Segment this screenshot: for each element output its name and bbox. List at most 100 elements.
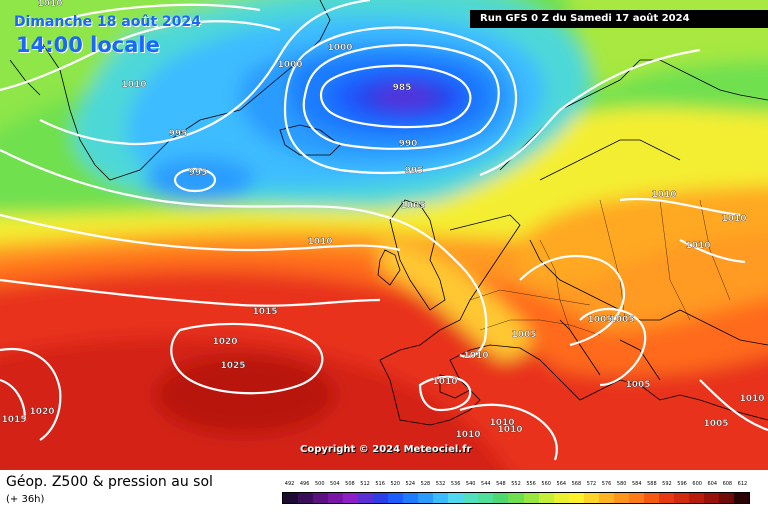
legend-value: 512 [360,481,370,487]
legend-swatch [733,493,749,503]
legend-swatch [448,493,464,503]
isobar-label: 1010 [721,214,746,224]
legend-value: 544 [481,481,491,487]
legend-value: 504 [330,481,340,487]
legend-swatch [688,493,704,503]
geopotential-field [0,0,768,470]
legend-swatch [523,493,539,503]
color-legend [282,492,750,504]
legend-value: 540 [465,481,476,487]
isobar-label: 990 [399,139,418,149]
isobar-label: 1010 [432,377,457,387]
isobar-label: 1020 [29,407,54,417]
isobar-label: 1005 [400,201,425,211]
legend-swatch [358,493,374,503]
legend-value: 604 [707,481,718,487]
isobar-label: 1010 [307,237,332,247]
legend-value: 596 [677,481,687,487]
legend-value: 612 [737,481,748,487]
legend-value: 600 [692,481,702,487]
legend-value: 524 [405,481,416,487]
legend-swatch [613,493,629,503]
isobar-label: 1015 [1,415,26,425]
legend-swatch [463,493,479,503]
isobar-label: 1025 [220,361,245,371]
isobar-label: 1005 [625,380,650,390]
legend-swatch [538,493,554,503]
legend-value: 492 [284,481,295,487]
legend-value: 564 [556,481,567,487]
isobar-label: 1010 [651,190,676,200]
isobar-label: 1005 [609,315,634,325]
legend-value: 556 [526,481,536,487]
legend-swatch [508,493,524,503]
legend-swatch [313,493,329,503]
legend-value: 520 [390,481,400,487]
isobar-label: 1010 [739,394,764,404]
legend-value: 588 [647,481,657,487]
forecast-offset: (+ 36h) [6,494,45,505]
legend-value: 496 [299,481,310,487]
isobar-label: 1005 [703,419,728,429]
legend-value: 532 [435,481,446,487]
legend-swatch [418,493,434,503]
legend-swatch [598,493,614,503]
isobars [0,0,768,460]
footer: Géop. Z500 & pression au sol (+ 36h) 492… [0,470,768,512]
legend-swatch [718,493,734,503]
isobar-label: 1010 [685,241,710,251]
weather-map: 1010 1000 1000 985 990 995 995 995 1010 … [0,0,768,470]
legend-value: 592 [662,481,672,487]
legend-swatch [403,493,419,503]
map-title: Géop. Z500 & pression au sol [6,474,213,490]
isobar-label: 1010 [121,80,146,90]
map-canvas: 1010 1000 1000 985 990 995 995 995 1010 … [0,0,768,470]
forecast-time: 14:00 locale [16,33,160,57]
legend-labels: 492 496 500 504 508 512 516 520 524 528 532 536 540 5… [282,481,750,491]
legend-value: 516 [375,481,385,487]
isobar-label: 995 [405,166,424,176]
legend-value: 528 [420,481,431,487]
isobar-label: 1000 [277,60,302,70]
copyright: Copyright © 2024 Meteociel.fr [300,444,472,455]
legend-value: 552 [511,481,521,487]
legend-value: 500 [314,481,325,487]
legend-swatch [388,493,404,503]
isobar-label: 1010 [37,0,62,9]
isobar-label: 1010 [497,425,522,435]
borders [469,199,731,336]
legend-value: 508 [345,481,355,487]
legend-swatch [373,493,389,503]
legend-swatch [703,493,719,503]
isobar-label: 995 [169,129,188,139]
legend-value: 572 [586,481,597,487]
isobar-labels: 1010 1000 1000 985 990 995 995 995 1010 … [1,0,764,440]
legend-swatch [553,493,569,503]
legend-swatch [658,493,674,503]
legend-value: 580 [616,481,627,487]
legend-value: 608 [722,481,733,487]
isobar-label: 1010 [489,418,514,428]
legend-swatch [433,493,449,503]
legend-swatch [283,493,299,503]
legend-swatch [673,493,689,503]
legend-swatch [298,493,314,503]
legend-value: 536 [450,481,461,487]
isobar-label: 1020 [212,337,237,347]
legend-value: 576 [601,481,612,487]
legend-value: 548 [496,481,506,487]
legend-swatch [568,493,584,503]
legend-swatch [343,493,359,503]
legend-value: 560 [541,481,551,487]
model-run-label: Run GFS 0 Z du Samedi 17 août 2024 [470,10,768,28]
legend-swatch [583,493,599,503]
legend-swatch [643,493,659,503]
isobar-label: 1005 [587,315,612,325]
isobar-label: 1010 [455,430,480,440]
legend-swatch [628,493,644,503]
isobar-label: 1000 [327,43,352,53]
legend-swatch [493,493,509,503]
legend-value: 568 [571,481,582,487]
isobar-label: 1015 [252,307,277,317]
legend-swatch [328,493,344,503]
